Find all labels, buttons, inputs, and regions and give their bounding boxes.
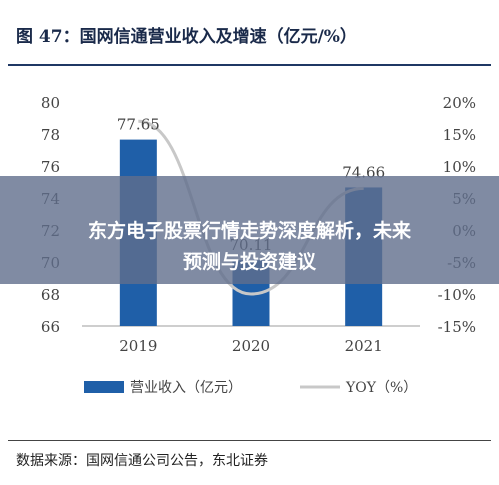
footer-divider <box>8 440 491 441</box>
x-tick-label: 2020 <box>232 337 270 355</box>
x-tick-label: 2019 <box>119 337 157 355</box>
banner-line-2: 预测与投资建议 <box>182 251 316 273</box>
y-right-tick-label: -15% <box>438 318 476 336</box>
y-right-tick-label: 15% <box>443 126 476 144</box>
y-left-tick-label: 80 <box>41 94 60 112</box>
banner-line-1: 东方电子股票行情走势深度解析，未来 <box>87 220 411 242</box>
source-note: 数据来源：国网信通公司公告，东北证券 <box>16 453 268 469</box>
y-left-tick-label: 78 <box>41 126 60 144</box>
figure-header: 图 47：国网信通营业收入及增速（亿元/%） <box>0 0 499 70</box>
y-right-tick-label: 10% <box>443 158 476 176</box>
x-tick-label: 2021 <box>345 337 383 355</box>
title-divider <box>8 64 491 66</box>
y-right-tick-label: 20% <box>443 94 476 112</box>
y-left-tick-label: 66 <box>41 318 60 336</box>
y-left-tick-label: 68 <box>41 286 60 304</box>
overlay-banner: 东方电子股票行情走势深度解析，未来 预测与投资建议 <box>0 176 499 284</box>
legend-label-revenue: 营业收入（亿元） <box>130 380 242 396</box>
figure-title: 图 47：国网信通营业收入及增速（亿元/%） <box>16 27 357 47</box>
legend-label-yoy: YOY（%） <box>345 380 417 396</box>
bar-data-label: 77.65 <box>117 116 160 134</box>
y-left-tick-label: 76 <box>41 158 60 176</box>
legend-swatch-revenue <box>84 381 124 393</box>
y-right-tick-label: -10% <box>438 286 476 304</box>
